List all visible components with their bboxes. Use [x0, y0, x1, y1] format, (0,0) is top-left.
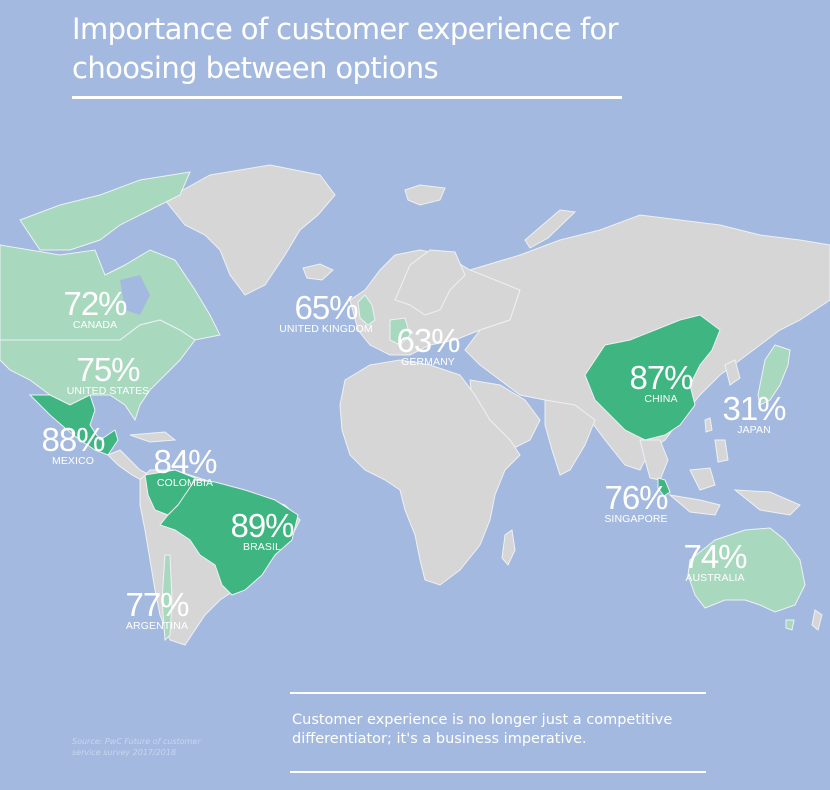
- country-label-singapore: 76% SINGAPORE: [604, 479, 668, 525]
- quote-top-rule: [290, 692, 706, 694]
- australia-name: AUSTRALIA: [685, 572, 745, 584]
- china-shape: [584, 314, 721, 441]
- singapore-shape: [657, 477, 671, 497]
- country-label-united-states: 75% UNITED STATES: [66, 351, 150, 397]
- indonesia-shape: [668, 494, 721, 516]
- country-label-china: 87% CHINA: [629, 359, 693, 405]
- mexico-name: MEXICO: [51, 455, 95, 467]
- africa-shape: [339, 359, 521, 586]
- germany-value: 63%: [396, 322, 460, 359]
- china-value: 87%: [629, 359, 693, 396]
- argentina-name: ARGENTINA: [125, 620, 189, 632]
- chile-shape: [161, 554, 173, 642]
- scandinavia-shape: [394, 249, 466, 316]
- source-note: Source: PwC Future of customer service s…: [72, 737, 201, 757]
- country-label-united-kingdom: 65% UNITED KINGDOM: [279, 289, 373, 335]
- footer-quote: Customer experience is no longer just a …: [292, 712, 673, 747]
- colombia-name: COLOMBIA: [156, 477, 214, 489]
- united-states-shape: [0, 319, 196, 422]
- canada-value: 72%: [63, 285, 127, 322]
- brasil-name: BRASIL: [243, 541, 281, 553]
- argentina-value: 77%: [125, 586, 189, 623]
- title-underline: [72, 96, 622, 99]
- singapore-value: 76%: [604, 479, 668, 516]
- india-shape: [544, 399, 596, 476]
- germany-name: GERMANY: [401, 356, 455, 368]
- brasil-shape: [159, 479, 299, 596]
- iceland-shape: [302, 263, 334, 281]
- australia-shape: [687, 527, 806, 613]
- madagascar-shape: [501, 529, 516, 566]
- brasil-value: 89%: [230, 507, 294, 544]
- germany-shape: [389, 317, 411, 346]
- canada-name: CANADA: [72, 319, 118, 331]
- mexico-value: 88%: [41, 421, 105, 458]
- china-name: CHINA: [644, 393, 678, 405]
- country-label-brasil: 89% BRASIL: [230, 507, 294, 553]
- colombia-value: 84%: [153, 443, 217, 480]
- page-title: Importance of customer experience for ch…: [72, 10, 672, 88]
- united-kingdom-shape: [357, 294, 376, 326]
- title-line-1: Importance of customer experience for: [72, 12, 619, 46]
- country-label-australia: 74% AUSTRALIA: [683, 538, 747, 584]
- singapore-name: SINGAPORE: [604, 513, 668, 525]
- japan-name: JAPAN: [737, 424, 771, 436]
- country-label-canada: 72% CANADA: [63, 285, 127, 331]
- mexico-shape: [28, 394, 119, 456]
- united-states-value: 75%: [76, 351, 140, 388]
- united-kingdom-name: UNITED KINGDOM: [279, 323, 373, 335]
- title-line-2: choosing between options: [72, 51, 439, 85]
- quote-bottom-rule: [290, 771, 706, 773]
- country-label-argentina: 77% ARGENTINA: [125, 586, 189, 632]
- country-label-colombia: 84% COLOMBIA: [153, 443, 217, 489]
- country-label-mexico: 88% MEXICO: [41, 421, 105, 467]
- japan-value: 31%: [722, 390, 786, 427]
- canada-islands-shape: [19, 171, 191, 251]
- australia-value: 74%: [683, 538, 747, 575]
- united-states-name: UNITED STATES: [66, 385, 150, 397]
- world-map: [0, 164, 830, 646]
- country-label-japan: 31% JAPAN: [722, 390, 786, 436]
- united-kingdom-value: 65%: [294, 289, 358, 326]
- greenland-shape: [164, 164, 336, 296]
- japan-shape: [757, 344, 791, 406]
- country-label-germany: 63% GERMANY: [396, 322, 460, 368]
